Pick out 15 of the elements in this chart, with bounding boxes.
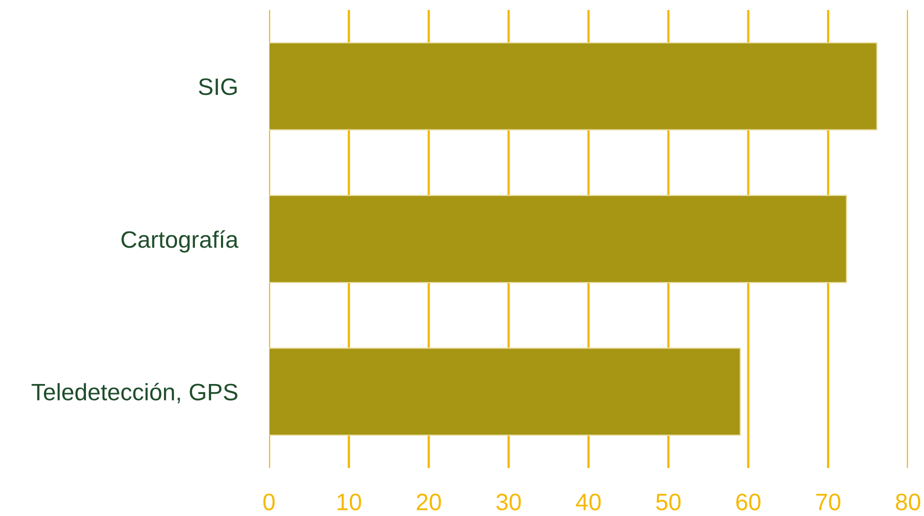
bar [269, 194, 848, 284]
y-tick-label: Cartografía [122, 230, 238, 253]
x-tick-label: 30 [496, 494, 521, 510]
x-tick-label: 40 [576, 494, 601, 510]
x-tick-label: 50 [656, 494, 681, 510]
x-tick-label: 10 [338, 494, 362, 510]
y-tick-label: SIG [198, 78, 237, 96]
x-tick-label: 80 [896, 494, 920, 510]
x-tick-label: 60 [736, 494, 760, 510]
bar [269, 348, 741, 436]
bar [269, 42, 878, 130]
y-tick-label: Teledetección, GPS [32, 382, 238, 404]
x-tick-label: 20 [416, 494, 441, 510]
x-tick-label: 70 [816, 494, 840, 510]
x-tick-label: 0 [263, 494, 275, 510]
